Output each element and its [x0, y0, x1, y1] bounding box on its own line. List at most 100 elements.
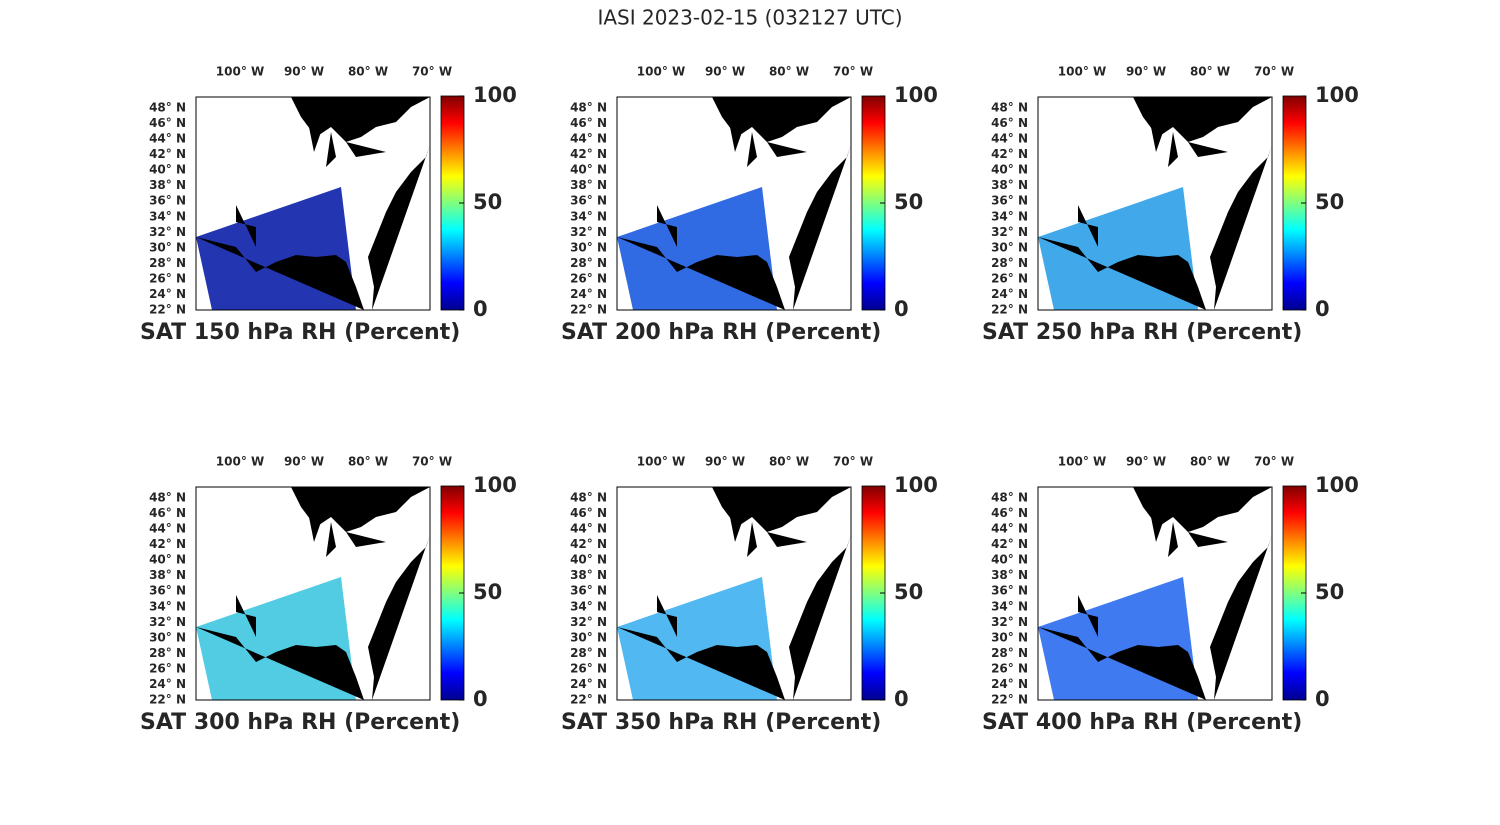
lat-label: 44° N: [991, 522, 1028, 536]
lat-label: 24° N: [570, 287, 607, 301]
lat-label: 36° N: [149, 194, 186, 208]
lat-label: 42° N: [149, 537, 186, 551]
lat-label: 36° N: [570, 194, 607, 208]
panel-title: SAT 200 hPa RH (Percent): [561, 320, 881, 345]
lat-label: 34° N: [149, 209, 186, 223]
lat-label: 24° N: [149, 287, 186, 301]
lat-label: 32° N: [149, 225, 186, 239]
map-border: [1037, 486, 1273, 701]
lat-label: 32° N: [991, 615, 1028, 629]
lat-label: 42° N: [991, 147, 1028, 161]
panel-title: SAT 400 hPa RH (Percent): [982, 710, 1302, 735]
lat-label: 32° N: [570, 225, 607, 239]
lat-label: 32° N: [570, 615, 607, 629]
lat-label: 44° N: [149, 522, 186, 536]
lat-label: 46° N: [991, 506, 1028, 520]
lat-label: 28° N: [570, 646, 607, 660]
lon-label: 70° W: [412, 455, 452, 469]
lat-label: 24° N: [991, 287, 1028, 301]
lat-label: 38° N: [570, 178, 607, 192]
panel-title: SAT 250 hPa RH (Percent): [982, 320, 1302, 345]
map-panel: 100° W 90° W 80° W 70° W 48° N46° N 44° N42° …: [561, 65, 938, 346]
lat-label: 28° N: [149, 646, 186, 660]
lat-label: 44° N: [570, 132, 607, 146]
colorbar-tick-label: 100: [473, 473, 517, 497]
lat-label: 44° N: [570, 522, 607, 536]
lat-label: 38° N: [570, 568, 607, 582]
lat-label: 42° N: [991, 537, 1028, 551]
colorbar-tick-label: 100: [1315, 473, 1359, 497]
lat-label: 28° N: [570, 256, 607, 270]
lat-label: 26° N: [991, 661, 1028, 675]
lat-label: 36° N: [991, 194, 1028, 208]
lon-label: 70° W: [833, 65, 873, 79]
colorbar-tick-label: 50: [473, 190, 502, 214]
lat-label: 22° N: [570, 693, 607, 707]
panel-title: SAT 300 hPa RH (Percent): [140, 710, 460, 735]
lat-label: 40° N: [991, 553, 1028, 567]
colorbar-tick-label: 100: [1315, 83, 1359, 107]
lat-label: 22° N: [149, 693, 186, 707]
lat-label: 46° N: [991, 116, 1028, 130]
lat-label: 42° N: [570, 537, 607, 551]
lat-label: 36° N: [991, 584, 1028, 598]
lat-label: 44° N: [991, 132, 1028, 146]
lat-label: 48° N: [991, 491, 1028, 505]
map-border: [195, 96, 431, 311]
lat-label: 22° N: [570, 303, 607, 317]
panel-title: SAT 150 hPa RH (Percent): [140, 320, 460, 345]
lat-label: 34° N: [570, 209, 607, 223]
lat-label: 24° N: [991, 677, 1028, 691]
colorbar-tick-label: 0: [1315, 297, 1330, 321]
lon-label: 90° W: [705, 455, 745, 469]
lat-label: 46° N: [570, 116, 607, 130]
lat-label: 38° N: [991, 568, 1028, 582]
colorbar-tick-label: 50: [473, 580, 502, 604]
map-panel: 100° W 90° W 80° W 70° W 48° N46° N 44° N42° …: [982, 455, 1359, 736]
lat-label: 30° N: [991, 630, 1028, 644]
lat-label: 34° N: [991, 209, 1028, 223]
colorbar-tick-label: 100: [894, 473, 938, 497]
lat-label: 40° N: [991, 163, 1028, 177]
lat-label: 38° N: [991, 178, 1028, 192]
lat-label: 32° N: [149, 615, 186, 629]
panel-title: SAT 350 hPa RH (Percent): [561, 710, 881, 735]
lat-label: 30° N: [149, 240, 186, 254]
lat-label: 28° N: [149, 256, 186, 270]
colorbar-tick-label: 0: [473, 687, 488, 711]
lat-label: 28° N: [991, 256, 1028, 270]
colorbar-tick-label: 0: [894, 687, 909, 711]
colorbar-tick-label: 0: [894, 297, 909, 321]
lat-label: 48° N: [149, 491, 186, 505]
lat-label: 40° N: [570, 163, 607, 177]
map-border: [616, 486, 852, 701]
lon-label: 90° W: [1126, 455, 1166, 469]
lon-label: 80° W: [1190, 455, 1230, 469]
lat-label: 34° N: [149, 599, 186, 613]
lon-label: 70° W: [1254, 65, 1294, 79]
lat-label: 48° N: [991, 101, 1028, 115]
lat-label: 34° N: [570, 599, 607, 613]
lat-label: 26° N: [570, 661, 607, 675]
lat-label: 24° N: [149, 677, 186, 691]
colorbar-tick-label: 50: [894, 580, 923, 604]
colorbar-tick-label: 50: [1315, 580, 1344, 604]
lat-label: 36° N: [149, 584, 186, 598]
lat-label: 36° N: [570, 584, 607, 598]
lon-label: 80° W: [769, 65, 809, 79]
lat-label: 40° N: [149, 163, 186, 177]
lat-label: 22° N: [991, 693, 1028, 707]
colorbar-tick-label: 100: [473, 83, 517, 107]
lat-label: 22° N: [149, 303, 186, 317]
map-border: [616, 96, 852, 311]
lat-label: 46° N: [149, 116, 186, 130]
lon-label: 100° W: [1058, 65, 1106, 79]
lat-label: 40° N: [570, 553, 607, 567]
lat-label: 46° N: [570, 506, 607, 520]
colorbar-tick-label: 50: [1315, 190, 1344, 214]
lon-label: 80° W: [769, 455, 809, 469]
lat-label: 34° N: [991, 599, 1028, 613]
colorbar-tick-label: 100: [894, 83, 938, 107]
lat-label: 28° N: [991, 646, 1028, 660]
